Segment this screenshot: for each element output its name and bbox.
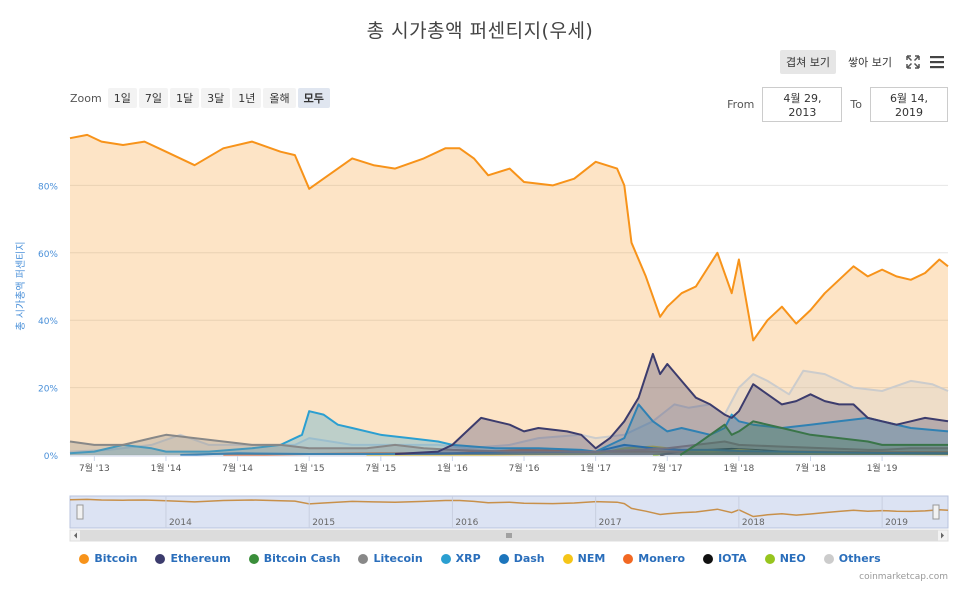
line-litecoin	[69, 433, 948, 453]
line-xrp	[69, 403, 949, 455]
legend-label: Dash	[513, 552, 545, 565]
legend-item-neo[interactable]: NEO	[764, 552, 806, 565]
area-bitcoin-cash	[680, 421, 948, 455]
navigator-left-handle[interactable]	[76, 504, 84, 520]
navigator-label: 2018	[742, 518, 765, 528]
zoom-1d-button[interactable]: 1일	[107, 88, 137, 108]
area-litecoin	[70, 434, 948, 455]
chart-title: 총 시가총액 퍼센티지(우세)	[366, 20, 594, 42]
legend-dot	[703, 553, 714, 564]
navigator-right-handle[interactable]	[932, 504, 940, 520]
navigator-window	[69, 495, 949, 529]
line-bitcoin	[69, 133, 949, 342]
legend-label: Litecoin	[373, 552, 423, 565]
from-label: From	[727, 98, 755, 111]
legend-dot	[623, 553, 634, 564]
view-mode-controls: 겹쳐 보기 쌓아 보기	[780, 50, 946, 74]
legend-item-iota[interactable]: IOTA	[703, 552, 747, 565]
line-bitcoin-cash	[679, 420, 948, 456]
x-tick-label: 7월 '18	[795, 462, 826, 474]
legend-dot	[79, 553, 90, 564]
navigator-label: 2016	[455, 518, 478, 528]
legend-item-ethereum[interactable]: Ethereum	[155, 552, 231, 565]
zoom-1y-button[interactable]: 1년	[232, 88, 262, 108]
legend-dot	[562, 553, 573, 564]
y-tick-label: 20%	[38, 385, 58, 395]
x-tick-label: 1월 '16	[437, 462, 468, 474]
date-range: From 4월 29, 2013 To 6월 14, 2019	[727, 87, 948, 122]
legend-item-litecoin[interactable]: Litecoin	[358, 552, 423, 565]
navigator-label: 2017	[599, 518, 622, 528]
legend-label: NEO	[779, 552, 806, 565]
legend-item-dash[interactable]: Dash	[498, 552, 545, 565]
legend-item-nem[interactable]: NEM	[562, 552, 606, 565]
legend-label: Ethereum	[170, 552, 231, 565]
area-bitcoin	[70, 134, 948, 455]
area-others	[70, 370, 948, 455]
line-ethereum	[395, 352, 949, 455]
x-tick-label: 1월 '17	[580, 462, 611, 474]
overlap-view-button[interactable]: 겹쳐 보기	[780, 50, 837, 74]
legend-item-bitcoin[interactable]: Bitcoin	[79, 552, 137, 565]
x-tick-label: 1월 '14	[151, 462, 182, 474]
y-tick-label: 40%	[38, 317, 58, 327]
legend-dot	[498, 553, 509, 564]
menu-icon[interactable]	[928, 53, 946, 71]
to-date-input[interactable]: 6월 14, 2019	[870, 87, 948, 122]
from-date-input[interactable]: 4월 29, 2013	[762, 87, 843, 122]
legend-dot	[440, 553, 451, 564]
legend-dot	[823, 553, 834, 564]
plot-area	[69, 133, 949, 456]
chart-legend: Bitcoin Ethereum Bitcoin Cash Litecoin XRP Da…	[0, 552, 960, 565]
legend-item-others[interactable]: Others	[823, 552, 881, 565]
legend-item-bitcoin-cash[interactable]: Bitcoin Cash	[248, 552, 341, 565]
zoom-controls: Zoom 1일 7일 1달 3달 1년 올해 모두	[70, 88, 330, 108]
credit-text: coinmarketcap.com	[859, 572, 948, 582]
y-tick-label: 60%	[38, 250, 58, 260]
area-nem	[366, 446, 948, 455]
legend-item-monero[interactable]: Monero	[623, 552, 685, 565]
zoom-all-button[interactable]: 모두	[297, 88, 330, 108]
legend-dot	[155, 553, 166, 564]
line-dash	[180, 443, 949, 456]
x-tick-label: 7월 '16	[509, 462, 540, 474]
y-tick-label: 80%	[38, 182, 58, 192]
x-tick-label: 7월 '14	[222, 462, 253, 474]
legend-item-xrp[interactable]: XRP	[440, 552, 481, 565]
navigator-label: 2015	[312, 518, 335, 528]
legend-label: XRP	[455, 552, 481, 565]
area-dash	[180, 444, 949, 455]
legend-label: Others	[838, 552, 881, 565]
x-tick-label: 7월 '17	[652, 462, 683, 474]
y-tick-label: 0%	[44, 452, 59, 462]
y-axis-title: 총 시가총액 퍼센티지	[15, 241, 27, 330]
legend-label: Bitcoin Cash	[263, 552, 341, 565]
x-tick-label: 1월 '19	[867, 462, 898, 474]
x-tick-label: 7월 '15	[365, 462, 396, 474]
zoom-label: Zoom	[70, 91, 102, 105]
navigator-label: 2019	[885, 518, 908, 528]
scroll-left-arrow-icon	[74, 532, 77, 539]
legend-label: Bitcoin	[94, 552, 138, 565]
zoom-3m-button[interactable]: 3달	[201, 88, 231, 108]
legend-dot	[358, 553, 369, 564]
legend-label: NEM	[577, 552, 606, 565]
to-label: To	[850, 98, 862, 111]
navigator-label: 2014	[169, 518, 192, 528]
legend-label: IOTA	[718, 552, 747, 565]
scroll-right-arrow-icon	[941, 532, 944, 539]
stacked-view-button[interactable]: 쌓아 보기	[848, 56, 892, 69]
navigator-series	[69, 498, 949, 518]
zoom-ytd-button[interactable]: 올해	[263, 88, 296, 108]
legend-label: Monero	[638, 552, 686, 565]
zoom-7d-button[interactable]: 7일	[138, 88, 168, 108]
legend-dot	[764, 553, 775, 564]
legend-dot	[248, 553, 259, 564]
x-tick-label: 1월 '18	[723, 462, 754, 474]
x-tick-label: 7월 '13	[79, 462, 110, 474]
x-tick-label: 1월 '15	[294, 462, 325, 474]
fullscreen-icon[interactable]	[904, 53, 922, 71]
zoom-1m-button[interactable]: 1달	[169, 88, 200, 108]
